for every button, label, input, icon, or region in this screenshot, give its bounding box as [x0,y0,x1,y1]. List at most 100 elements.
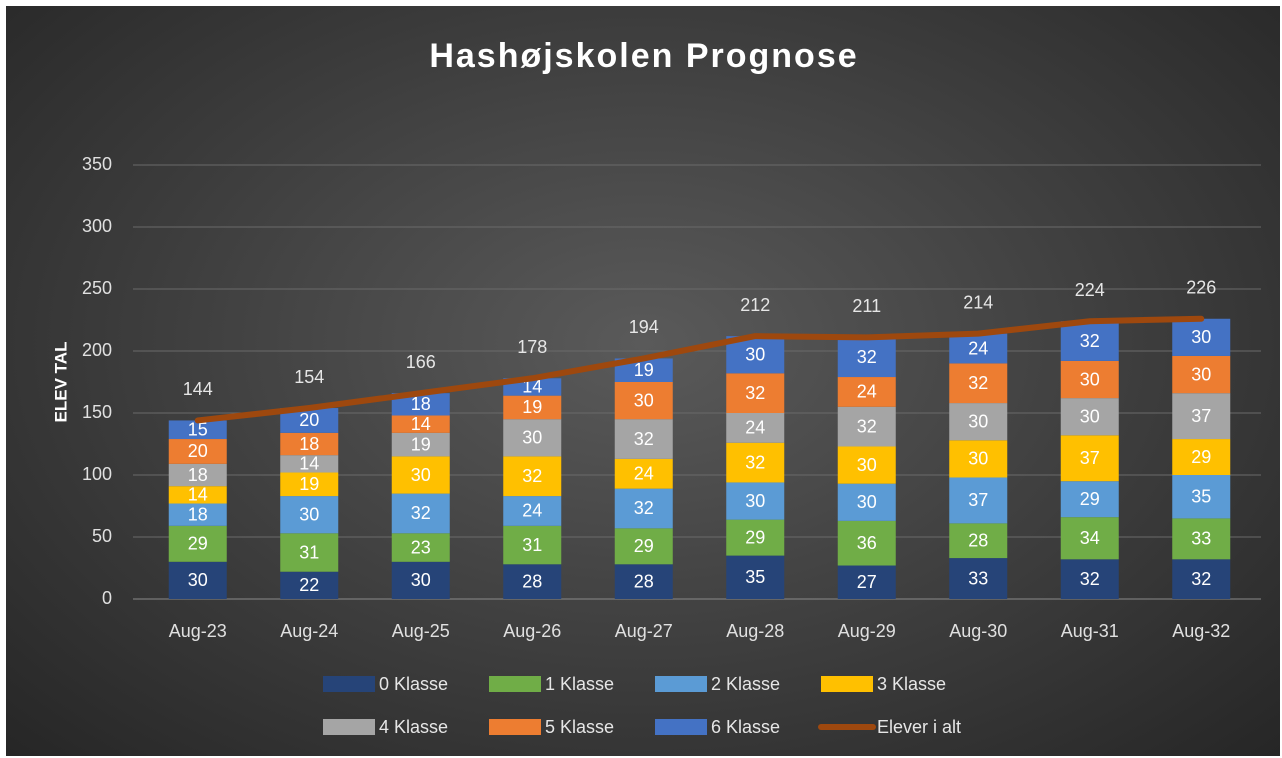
bar-segment [949,403,1008,441]
bar-segment [168,439,227,464]
data-label: 32 [857,347,877,367]
x-tick-label: Aug-31 [1061,621,1119,641]
bar-segment [949,363,1008,404]
legend-label: 4 Klasse [379,717,448,737]
bar-segment [1172,559,1231,599]
bar-segment [837,520,896,566]
legend-label: 2 Klasse [711,674,780,694]
bar-segment [391,561,450,599]
data-label: 14 [411,414,431,434]
data-label: 33 [1191,529,1211,549]
bar-segment [614,382,673,420]
data-label: 30 [857,455,877,475]
bar-segment [280,432,339,456]
bar-segment [726,482,785,520]
legend-label: 3 Klasse [877,674,946,694]
y-tick-label: 50 [92,526,112,546]
bar-segment [1060,321,1119,361]
data-label: 24 [968,338,988,358]
bar-segment [168,561,227,599]
bar-segment [280,496,339,534]
data-label: 32 [745,452,765,472]
y-tick-label: 250 [82,278,112,298]
bar-segment [391,393,450,416]
bar-segment [391,456,450,494]
bar-segment [1172,355,1231,394]
data-label: 32 [634,429,654,449]
legend-label: 6 Klasse [711,717,780,737]
data-label: 178 [517,337,547,357]
bar-segment [837,377,896,407]
data-label: 144 [183,379,213,399]
data-label: 14 [299,454,319,474]
line [194,315,1205,424]
bar-segment [837,446,896,484]
legend-label: Elever i alt [877,717,961,737]
data-label: 24 [522,501,542,521]
data-label: 24 [857,382,877,402]
bar-segment [391,432,450,457]
data-label: 30 [411,570,431,590]
bar-segment [1060,481,1119,518]
data-label: 30 [745,344,765,364]
data-label: 37 [1080,448,1100,468]
data-label: 24 [634,464,654,484]
data-label: 20 [188,441,208,461]
bar-segment [1172,518,1231,560]
data-label: 30 [1080,406,1100,426]
data-label: 32 [634,498,654,518]
data-label: 15 [188,419,208,439]
x-tick-label: Aug-29 [838,621,896,641]
data-label: 224 [1075,280,1105,300]
data-label: 18 [299,434,319,454]
data-label: 30 [188,570,208,590]
bar-segment [726,373,785,413]
bar-segment [280,472,339,497]
bar-segment [837,337,896,378]
x-tick-label: Aug-27 [615,621,673,641]
data-label: 14 [188,485,208,505]
legend-swatch [821,676,873,692]
data-label: 28 [634,571,654,591]
x-tick-label: Aug-26 [503,621,561,641]
data-label: 32 [857,416,877,436]
y-tick-label: 100 [82,464,112,484]
chart-title: Hashøjskolen Prognose [429,37,858,75]
data-label: 35 [1191,486,1211,506]
data-label: 18 [411,394,431,414]
data-label: 32 [1080,569,1100,589]
bar-segment [391,533,450,562]
legend-label: 0 Klasse [379,674,448,694]
y-tick-label: 200 [82,340,112,360]
data-label: 30 [411,465,431,485]
y-tick-label: 0 [102,588,112,608]
bar-segment [726,519,785,556]
x-tick-label: Aug-30 [949,621,1007,641]
y-tick-label: 300 [82,216,112,236]
data-label: 22 [299,575,319,595]
data-label: 212 [740,295,770,315]
bar-segment [503,456,562,497]
bar-segment [391,493,450,534]
legend-swatch [489,719,541,735]
data-label: 37 [1191,406,1211,426]
x-tick-label: Aug-28 [726,621,784,641]
data-label: 19 [522,397,542,417]
bar-segment [1060,435,1119,482]
data-label: 24 [745,418,765,438]
data-label: 18 [188,465,208,485]
data-label: 226 [1186,278,1216,298]
data-label: 30 [745,491,765,511]
data-label: 34 [1080,528,1100,548]
data-label: 36 [857,533,877,553]
legend-label: 5 Klasse [545,717,614,737]
data-label: 154 [294,367,324,387]
bar-segment [949,523,1008,559]
data-label: 29 [745,527,765,547]
data-label: 18 [188,504,208,524]
data-label: 211 [852,296,881,316]
bar-segment [503,564,562,599]
data-label: 32 [968,373,988,393]
data-label: 214 [963,292,993,312]
